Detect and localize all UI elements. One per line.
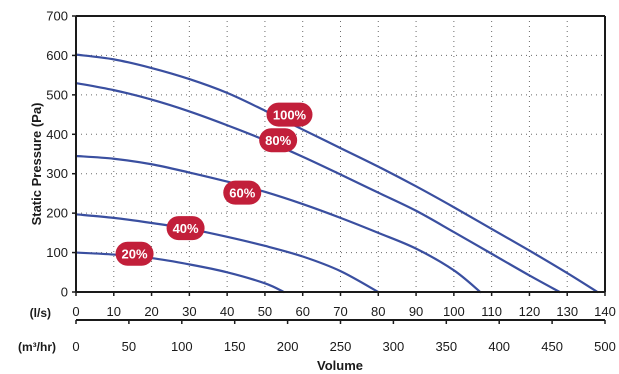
y-tick-label-700: 700 bbox=[46, 9, 68, 24]
badge-20-percent: 20% bbox=[115, 241, 154, 266]
secondary-tick-label-300: 300 bbox=[383, 339, 405, 354]
curve-100-percent bbox=[74, 53, 599, 294]
x-tick-label-100: 100 bbox=[443, 304, 465, 319]
x-tick-label-60: 60 bbox=[295, 304, 309, 319]
secondary-tick-label-450: 450 bbox=[541, 339, 563, 354]
y-tick-label-0: 0 bbox=[61, 285, 68, 300]
secondary-tick-label-0: 0 bbox=[72, 339, 79, 354]
curves bbox=[74, 53, 599, 294]
y-tick-label-100: 100 bbox=[46, 245, 68, 260]
curve-20-percent bbox=[74, 251, 285, 294]
secondary-tick-label-100: 100 bbox=[171, 339, 193, 354]
badge-100-percent: 100% bbox=[266, 102, 313, 127]
secondary-tick-label-200: 200 bbox=[277, 339, 299, 354]
x-tick-label-80: 80 bbox=[371, 304, 385, 319]
x-tick-label-90: 90 bbox=[409, 304, 423, 319]
secondary-tick-label-50: 50 bbox=[122, 339, 136, 354]
badge-pill bbox=[115, 241, 154, 266]
curve-60-percent bbox=[74, 154, 482, 294]
curve-40-percent bbox=[74, 213, 380, 294]
gridlines bbox=[76, 16, 605, 292]
badge-40-percent: 40% bbox=[166, 216, 205, 241]
badge-label: 40% bbox=[173, 221, 199, 236]
badge-label: 80% bbox=[265, 133, 291, 148]
x-axis-title: Volume bbox=[317, 358, 363, 373]
badge-pill bbox=[166, 216, 205, 241]
x-unit-secondary: (m³/hr) bbox=[18, 340, 56, 354]
curve-labels: 100% 80% 60% 40% 20% bbox=[115, 102, 313, 266]
y-tick-label-300: 300 bbox=[46, 166, 68, 181]
secondary-tick-label-400: 400 bbox=[488, 339, 510, 354]
x-tick-label-140: 140 bbox=[594, 304, 616, 319]
badge-60-percent: 60% bbox=[223, 180, 262, 205]
curve-80-percent bbox=[74, 81, 561, 294]
secondary-tick-label-500: 500 bbox=[594, 339, 616, 354]
x-tick-label-110: 110 bbox=[481, 304, 502, 319]
badge-80-percent: 80% bbox=[259, 128, 298, 153]
badge-pill bbox=[223, 180, 262, 205]
secondary-tick-label-150: 150 bbox=[224, 339, 246, 354]
x-tick-label-50: 50 bbox=[258, 304, 272, 319]
x-unit-primary: (l/s) bbox=[30, 306, 51, 320]
x-tick-label-70: 70 bbox=[333, 304, 347, 319]
x-tick-label-120: 120 bbox=[519, 304, 541, 319]
badge-pill bbox=[259, 128, 298, 153]
x-tick-label-40: 40 bbox=[220, 304, 234, 319]
x-tick-label-0: 0 bbox=[72, 304, 79, 319]
y-tick-label-500: 500 bbox=[46, 87, 68, 102]
badge-label: 60% bbox=[229, 185, 255, 200]
y-tick-label-200: 200 bbox=[46, 206, 68, 221]
badge-pill bbox=[266, 102, 313, 127]
y-axis-title: Static Pressure (Pa) bbox=[29, 103, 44, 226]
x-tick-label-10: 10 bbox=[107, 304, 121, 319]
secondary-tick-label-250: 250 bbox=[330, 339, 352, 354]
x-tick-label-30: 30 bbox=[182, 304, 196, 319]
secondary-tick-label-350: 350 bbox=[435, 339, 457, 354]
badge-label: 20% bbox=[122, 247, 148, 262]
x-tick-label-20: 20 bbox=[144, 304, 158, 319]
badge-label: 100% bbox=[273, 107, 307, 122]
x-tick-label-130: 130 bbox=[556, 304, 578, 319]
y-tick-label-600: 600 bbox=[46, 48, 68, 63]
y-tick-label-400: 400 bbox=[46, 127, 68, 142]
